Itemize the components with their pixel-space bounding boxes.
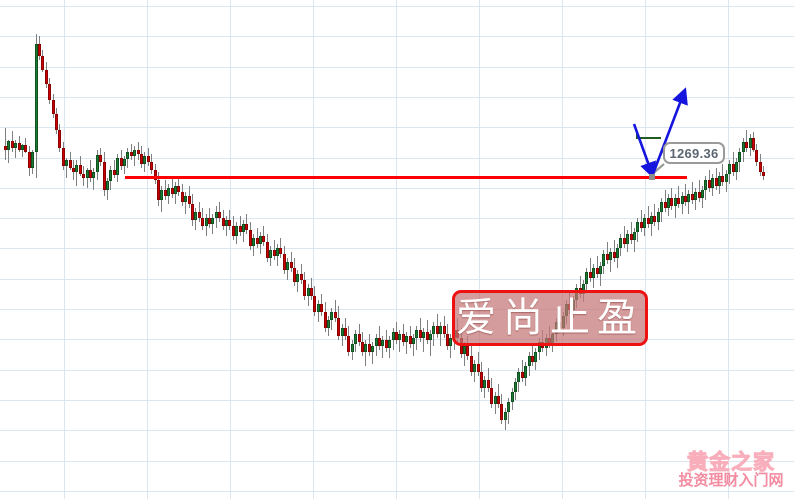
brand-plate-text: 爱尚止盈 [456, 295, 644, 340]
resistance-line [125, 176, 687, 179]
green-level-marker-line [640, 137, 661, 139]
price-anchor-marker [649, 174, 655, 180]
watermark: 黄金之家 投资理财入门网 [672, 450, 790, 489]
price-callout-value: 1269.36 [669, 145, 719, 161]
price-callout[interactable]: 1269.36 [663, 142, 725, 164]
watermark-line-2: 投资理财入门网 [678, 473, 784, 489]
down-arrow [632, 123, 656, 179]
watermark-line-1: 黄金之家 [687, 450, 775, 474]
up-arrow [651, 87, 688, 175]
brand-plate: 爱尚止盈 [452, 290, 648, 346]
